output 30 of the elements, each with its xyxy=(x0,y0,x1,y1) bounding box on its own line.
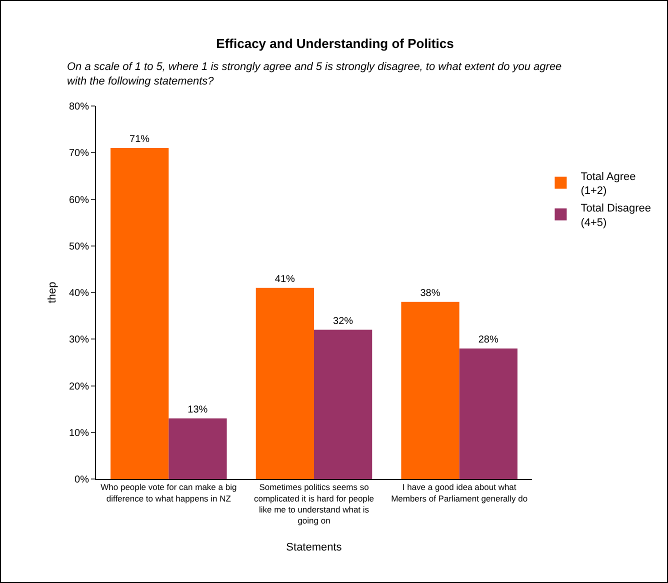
x-tick-label: I have a good idea about what Members of Parliament generally do xyxy=(391,482,528,504)
bar xyxy=(314,330,372,479)
data-label: 32% xyxy=(333,316,354,327)
y-axis-title: thep xyxy=(46,282,59,304)
x-tick-label: Who people vote for can make a big difference to what happens in NZ xyxy=(100,482,237,504)
bar xyxy=(459,348,518,479)
y-tick-label: 10% xyxy=(68,428,90,439)
chart-title: Efficacy and Understanding of Politics xyxy=(216,36,454,51)
x-tick-label: Sometimes politics seems so complicated it is hard for people like me to understand what is going on xyxy=(254,482,374,526)
bar xyxy=(168,418,227,479)
y-tick-label: 20% xyxy=(68,381,90,392)
y-tick-label: 60% xyxy=(68,194,90,206)
chart-subtitle: On a scale of 1 to 5, where 1 is strongly agree and 5 is strongly disagree, to what extent do you agree with the following statements? xyxy=(67,61,562,88)
y-tick-label: 40% xyxy=(68,288,90,299)
bar xyxy=(110,148,169,479)
data-label: 71% xyxy=(130,134,150,145)
y-tick-label: 0% xyxy=(74,474,90,486)
data-label: 41% xyxy=(274,274,295,285)
legend-label: Total Agree (1+2) xyxy=(580,170,636,198)
y-tick-label: 30% xyxy=(68,334,90,346)
data-label: 28% xyxy=(478,334,498,346)
y-tick-label: 50% xyxy=(68,241,90,252)
x-axis-title: Statements xyxy=(286,542,342,554)
legend-label: Total Disagree (4+5) xyxy=(580,202,652,229)
data-label: 13% xyxy=(188,404,208,416)
bar xyxy=(401,302,460,479)
y-tick-label: 70% xyxy=(68,148,90,160)
data-label: 38% xyxy=(420,288,440,299)
y-tick-label: 80% xyxy=(68,102,90,112)
bar xyxy=(256,288,314,479)
